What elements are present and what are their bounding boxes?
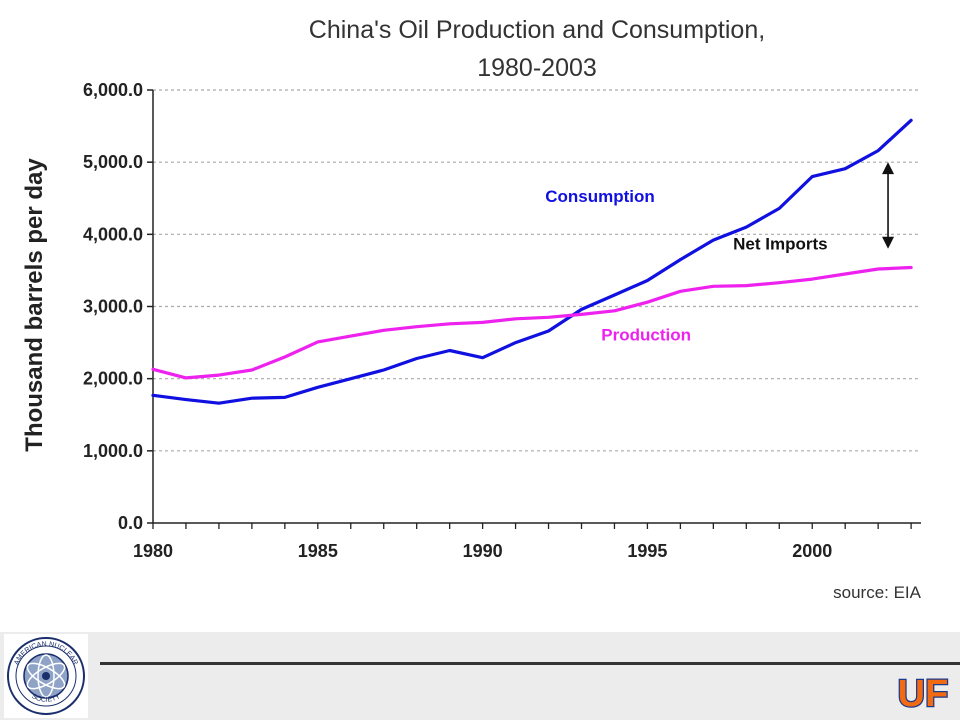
tick-labels: 0.0 1,000.0 2,000.0 3,000.0 4,000.0 5,000.0 6,… <box>83 80 832 561</box>
axes <box>147 89 921 529</box>
chart: China's Oil Production and Consumption, … <box>21 16 922 602</box>
source-note: source: EIA <box>833 583 922 602</box>
series-lines <box>151 118 913 405</box>
y-tick-label: 5,000.0 <box>83 152 143 172</box>
svg-text:SOCIETY: SOCIETY <box>30 693 61 704</box>
american-nuclear-society-logo: AMERICAN NUCLEAR SOCIETY <box>4 634 88 718</box>
x-tick-label: 1980 <box>133 541 173 561</box>
gridlines <box>153 89 921 452</box>
y-tick-label: 4,000.0 <box>83 224 143 244</box>
production-label: Production <box>601 325 691 344</box>
net-imports-arrow-head-down <box>882 236 895 249</box>
y-tick-label: 2,000.0 <box>83 369 143 389</box>
footer-bar <box>0 632 960 720</box>
y-tick-label: 0.0 <box>118 513 143 533</box>
y-tick-label: 1,000.0 <box>83 441 143 461</box>
x-tick-label: 1985 <box>298 541 338 561</box>
series-line-production <box>151 265 913 380</box>
svg-text:UF: UF <box>898 673 949 712</box>
series-line-consumption <box>151 118 913 405</box>
x-tick-label: 1995 <box>627 541 667 561</box>
net-imports-label: Net Imports <box>733 234 827 253</box>
y-tick-label: 3,000.0 <box>83 297 143 317</box>
y-tick-label: 6,000.0 <box>83 80 143 100</box>
y-axis-label: Thousand barrels per day <box>21 158 48 452</box>
consumption-label: Consumption <box>545 187 655 206</box>
footer-divider <box>100 662 960 665</box>
x-tick-label: 1990 <box>463 541 503 561</box>
x-tick-label: 2000 <box>792 541 832 561</box>
university-of-florida-logo: UF <box>890 672 956 717</box>
net-imports-arrow-head-up <box>882 162 895 175</box>
chart-title-line-1: China's Oil Production and Consumption, <box>309 16 765 44</box>
annotations: Consumption Production Net Imports <box>545 162 895 344</box>
chart-title-line-2: 1980-2003 <box>477 54 597 82</box>
